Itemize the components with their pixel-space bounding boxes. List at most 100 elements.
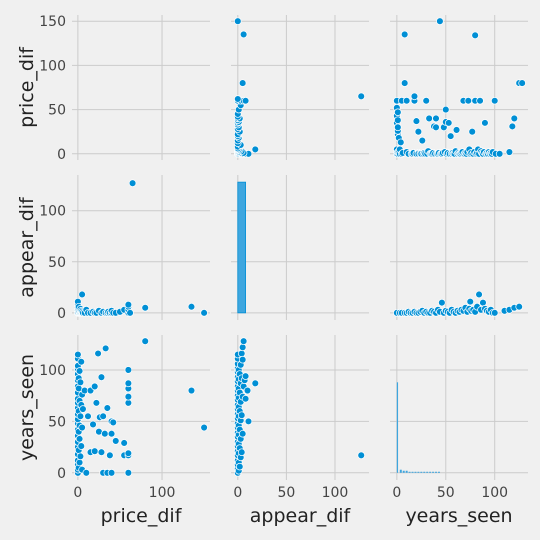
scatter-point [77, 357, 86, 366]
histogram-bar [402, 470, 405, 473]
scatter-point [394, 116, 402, 124]
scatter-point [78, 423, 86, 432]
scatter-point [237, 349, 246, 358]
scatter-point [495, 150, 504, 158]
scatter-point [82, 469, 91, 477]
scatter-point [97, 448, 106, 456]
scatter-point [241, 395, 250, 403]
histogram-bar [414, 471, 417, 473]
scatter-point [243, 386, 252, 395]
x-tick-label: 100 [322, 485, 349, 501]
histogram-bar [435, 471, 438, 473]
y-tick-label: 0 [57, 147, 66, 163]
scatter-point [241, 372, 250, 380]
scatter-point [124, 399, 133, 407]
scatter-point [238, 355, 247, 364]
histogram-bar [420, 471, 423, 473]
scatter-point [103, 404, 112, 412]
scatter-point [436, 17, 444, 25]
scatter-point [400, 79, 409, 87]
scatter-point [237, 448, 246, 456]
scatter-point [394, 123, 402, 132]
scatter-point [75, 458, 84, 467]
x-tick-label: 100 [149, 485, 176, 501]
x-tick-label: 0 [73, 485, 82, 501]
scatter-point [476, 97, 484, 105]
scatter-point [124, 366, 133, 374]
scatter-point [442, 105, 450, 114]
scatter-point [471, 31, 479, 40]
scatter-point [75, 367, 84, 375]
scatter-point [237, 411, 246, 419]
scatter-point [239, 337, 248, 345]
scatter-point [432, 123, 440, 132]
scatter-point [101, 429, 109, 438]
scatter-point [109, 418, 117, 427]
scatter-point [79, 405, 87, 413]
scatter-point [77, 442, 86, 450]
scatter-point [124, 449, 133, 458]
scatter-point [410, 92, 419, 101]
scatter-point [234, 17, 242, 25]
scatter-point [505, 148, 514, 156]
scatter-point [200, 423, 208, 432]
x-axis-label: price_dif [101, 505, 183, 527]
scatter-point [444, 119, 453, 127]
scatter-point [510, 114, 519, 123]
scatter-point [141, 303, 149, 312]
histogram-bar [432, 471, 435, 473]
scatter-point [187, 386, 196, 395]
y-axis-label: years_seen [16, 354, 38, 461]
scatter-point [128, 179, 137, 187]
scatter-point [187, 302, 196, 311]
histogram-bar [237, 181, 246, 314]
scatter-point [475, 290, 483, 299]
x-tick-label: 50 [437, 485, 455, 501]
scatter-point [357, 92, 365, 101]
scatter-point [238, 343, 247, 352]
scatter-point [357, 451, 365, 460]
scatter-point [490, 97, 499, 105]
scatter-point [400, 30, 409, 39]
scatter-point [468, 127, 476, 136]
scatter-point [106, 451, 114, 460]
y-tick-label: 50 [48, 414, 66, 430]
y-tick-label: 50 [48, 103, 66, 119]
scatter-point [124, 379, 133, 388]
histogram-bar [408, 471, 411, 473]
scatter-point [251, 145, 260, 154]
scatter-point [126, 309, 134, 317]
scatter-point [466, 297, 475, 306]
scatter-point [75, 435, 84, 443]
scatter-point [90, 382, 99, 391]
scatter-point [432, 114, 440, 123]
histogram-bar [396, 382, 399, 473]
scatter-point [92, 399, 101, 407]
histogram-bar [405, 470, 408, 473]
scatter-point [241, 97, 250, 105]
scatter-point [452, 126, 461, 134]
scatter-point [438, 298, 446, 307]
scatter-point [76, 452, 85, 461]
scatter-point [479, 298, 487, 307]
scatter-point [97, 373, 106, 381]
histogram-bar [426, 471, 429, 473]
scatter-point [76, 412, 85, 420]
scatter-point [464, 97, 473, 105]
scatter-point [78, 290, 86, 299]
scatter-point [446, 132, 455, 140]
histogram-bar [429, 471, 432, 473]
scatter-point [412, 117, 421, 125]
scatter-point [490, 309, 499, 317]
scatter-point [397, 138, 405, 147]
scatter-point [101, 344, 110, 353]
y-tick-label: 50 [48, 255, 66, 271]
scatter-point [235, 462, 244, 471]
scatter-point [402, 97, 411, 105]
scatter-point [515, 302, 523, 311]
x-axis-label: appear_dif [250, 505, 352, 527]
scatter-point [107, 429, 116, 438]
x-tick-label: 50 [277, 485, 295, 501]
scatter-point [238, 79, 247, 87]
